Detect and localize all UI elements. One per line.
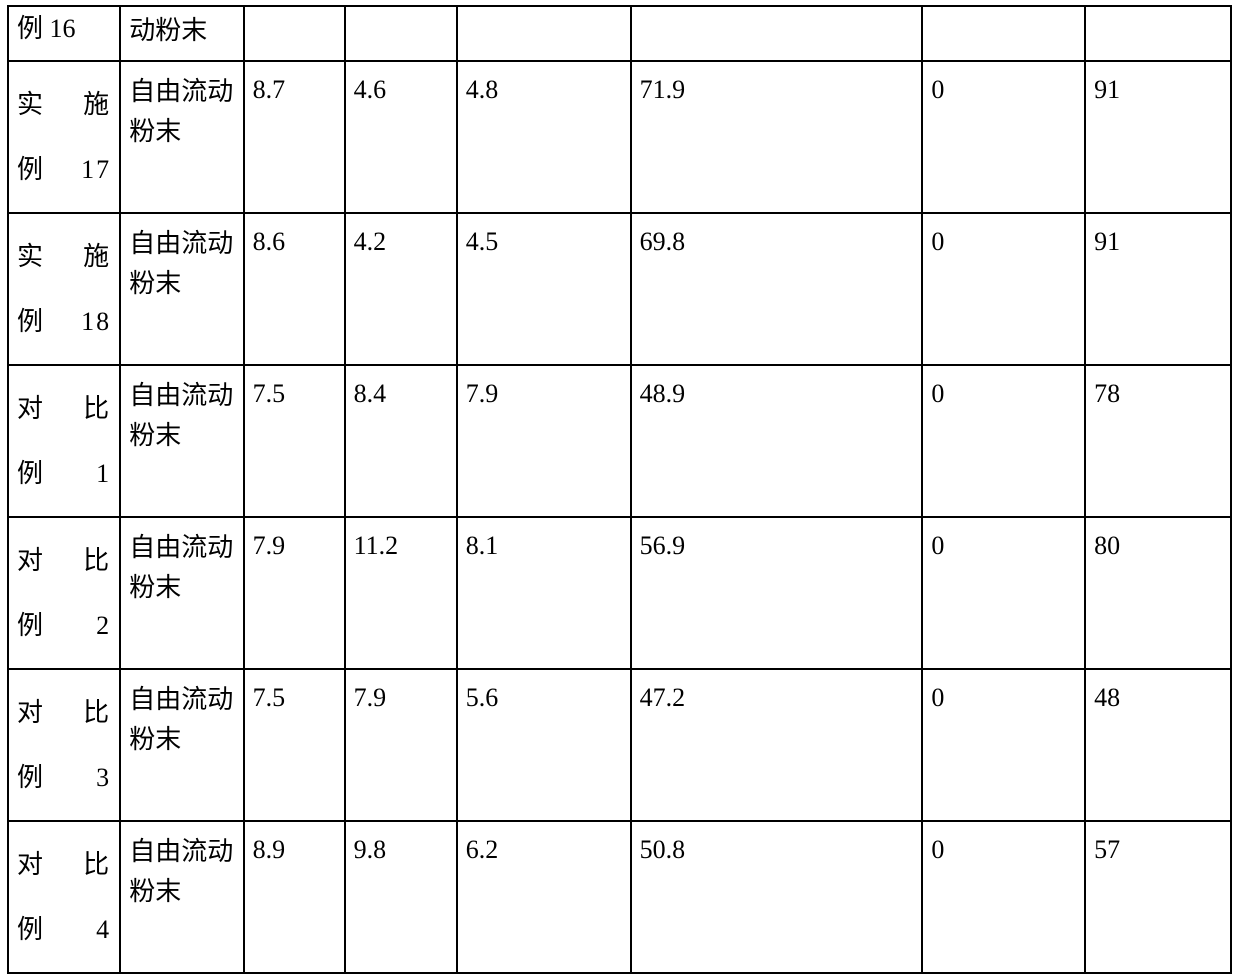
- cell-c6: 47.2: [631, 669, 923, 821]
- row-desc-cell: 自由流动粉末: [120, 821, 243, 973]
- cell-c4: 4.2: [345, 213, 457, 365]
- cell-c5: 4.8: [457, 61, 631, 213]
- cell-c7: 0: [922, 61, 1085, 213]
- row-desc: 自由流动粉末: [129, 381, 233, 450]
- row-desc: 自由流动粉末: [129, 533, 233, 602]
- cell-c4: [345, 6, 457, 61]
- cell-c3: 8.6: [244, 213, 345, 365]
- data-table: 例 16 动粉末 实 施 例 17 自由流动粉末 8.7 4.6 4.8 71.…: [7, 5, 1232, 974]
- row-label: 实 施 例 17: [17, 90, 111, 184]
- table-row: 例 16 动粉末: [8, 6, 1231, 61]
- table-row: 对 比 例 2 自由流动粉末 7.9 11.2 8.1 56.9 0 80: [8, 517, 1231, 669]
- cell-c4: 7.9: [345, 669, 457, 821]
- cell-c7: [922, 6, 1085, 61]
- row-label-cell: 对 比 例 1: [8, 365, 120, 517]
- cell-c7: 0: [922, 669, 1085, 821]
- cell-c4: 4.6: [345, 61, 457, 213]
- row-label: 对 比 例 3: [17, 698, 111, 792]
- cell-c6: [631, 6, 923, 61]
- row-label-cell: 对 比 例 4: [8, 821, 120, 973]
- row-desc: 自由流动粉末: [129, 229, 233, 298]
- row-desc-cell: 自由流动粉末: [120, 365, 243, 517]
- row-label: 实 施 例 18: [17, 242, 111, 336]
- cell-c5: 5.6: [457, 669, 631, 821]
- row-label: 例 16: [17, 14, 76, 43]
- cell-c7: 0: [922, 365, 1085, 517]
- row-label: 对 比 例 4: [17, 850, 111, 944]
- cell-c5: 6.2: [457, 821, 631, 973]
- row-desc: 自由流动粉末: [129, 837, 233, 906]
- cell-c4: 8.4: [345, 365, 457, 517]
- cell-c8: 91: [1085, 213, 1231, 365]
- cell-c8: 91: [1085, 61, 1231, 213]
- cell-c6: 56.9: [631, 517, 923, 669]
- table-row: 对 比 例 4 自由流动粉末 8.9 9.8 6.2 50.8 0 57: [8, 821, 1231, 973]
- cell-c8: 80: [1085, 517, 1231, 669]
- cell-c4: 9.8: [345, 821, 457, 973]
- table-row: 实 施 例 17 自由流动粉末 8.7 4.6 4.8 71.9 0 91: [8, 61, 1231, 213]
- row-desc: 自由流动粉末: [129, 685, 233, 754]
- cell-c7: 0: [922, 821, 1085, 973]
- row-label-cell: 对 比 例 3: [8, 669, 120, 821]
- row-desc: 自由流动粉末: [129, 77, 233, 146]
- cell-c6: 69.8: [631, 213, 923, 365]
- row-desc-cell: 自由流动粉末: [120, 517, 243, 669]
- cell-c5: 8.1: [457, 517, 631, 669]
- row-desc-cell: 自由流动粉末: [120, 61, 243, 213]
- cell-c6: 50.8: [631, 821, 923, 973]
- row-label: 对 比 例 2: [17, 546, 111, 640]
- cell-c3: [244, 6, 345, 61]
- cell-c3: 7.5: [244, 669, 345, 821]
- row-desc-cell: 动粉末: [120, 6, 243, 61]
- cell-c8: 78: [1085, 365, 1231, 517]
- cell-c7: 0: [922, 517, 1085, 669]
- cell-c5: 7.9: [457, 365, 631, 517]
- cell-c5: 4.5: [457, 213, 631, 365]
- row-desc-cell: 自由流动粉末: [120, 669, 243, 821]
- cell-c6: 71.9: [631, 61, 923, 213]
- row-label-cell: 对 比 例 2: [8, 517, 120, 669]
- cell-c3: 8.9: [244, 821, 345, 973]
- table-body: 例 16 动粉末 实 施 例 17 自由流动粉末 8.7 4.6 4.8 71.…: [8, 6, 1231, 973]
- table-row: 实 施 例 18 自由流动粉末 8.6 4.2 4.5 69.8 0 91: [8, 213, 1231, 365]
- cell-c4: 11.2: [345, 517, 457, 669]
- row-label-cell: 例 16: [8, 6, 120, 61]
- cell-c5: [457, 6, 631, 61]
- cell-c8: 57: [1085, 821, 1231, 973]
- row-label: 对 比 例 1: [17, 394, 111, 488]
- table-row: 对 比 例 3 自由流动粉末 7.5 7.9 5.6 47.2 0 48: [8, 669, 1231, 821]
- row-label-cell: 实 施 例 18: [8, 213, 120, 365]
- row-label-cell: 实 施 例 17: [8, 61, 120, 213]
- cell-c7: 0: [922, 213, 1085, 365]
- cell-c3: 7.5: [244, 365, 345, 517]
- row-desc-cell: 自由流动粉末: [120, 213, 243, 365]
- table-row: 对 比 例 1 自由流动粉末 7.5 8.4 7.9 48.9 0 78: [8, 365, 1231, 517]
- cell-c3: 8.7: [244, 61, 345, 213]
- row-desc: 动粉末: [129, 16, 207, 45]
- cell-c8: [1085, 6, 1231, 61]
- cell-c3: 7.9: [244, 517, 345, 669]
- cell-c8: 48: [1085, 669, 1231, 821]
- cell-c6: 48.9: [631, 365, 923, 517]
